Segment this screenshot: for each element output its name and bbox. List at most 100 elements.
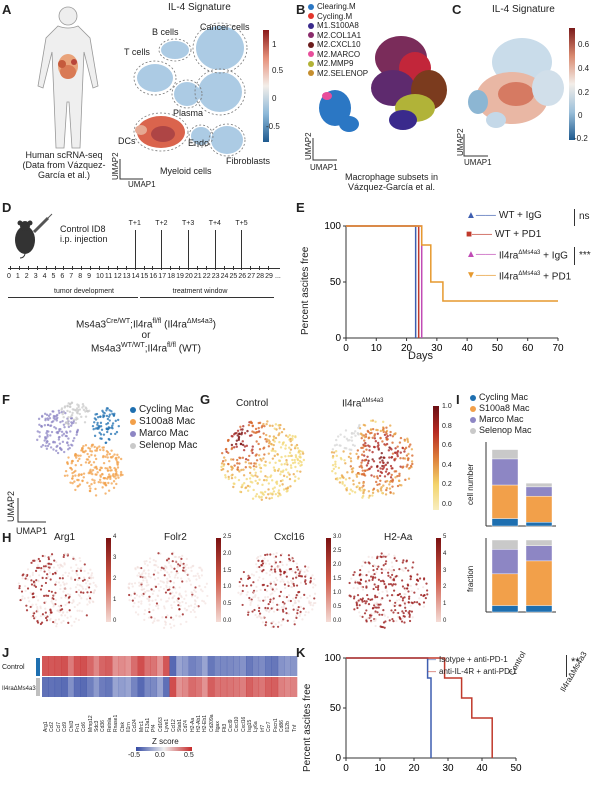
cell-point xyxy=(196,596,199,599)
cell-point xyxy=(251,610,254,613)
heatmap-cell xyxy=(163,656,170,676)
cell-point-s100a8 xyxy=(91,478,94,481)
cell-point xyxy=(260,459,263,462)
cell-point xyxy=(271,424,274,428)
heatmap-cell xyxy=(150,656,158,676)
cell-point xyxy=(251,424,254,428)
cell-point xyxy=(272,443,275,447)
cell-point xyxy=(268,440,271,444)
cell-point xyxy=(204,586,207,589)
cell-point xyxy=(178,555,181,559)
panel-label-j: J xyxy=(2,645,10,660)
cell-point xyxy=(248,471,252,475)
cell-point xyxy=(224,459,227,462)
day-tick-label: 1 xyxy=(15,273,20,280)
cell-point-s100a8 xyxy=(116,453,119,457)
panel-i-legend: Cycling Mac S100a8 Mac Marco Mac Selenop… xyxy=(470,392,532,436)
cell-point xyxy=(285,563,288,566)
heatmap-cell xyxy=(195,677,202,697)
cell-point xyxy=(69,566,73,569)
cell-point xyxy=(176,599,179,602)
heatmap-gene-label: Cd36 xyxy=(100,720,107,732)
cell-point xyxy=(386,437,389,441)
day-tick xyxy=(134,266,136,270)
cell-point xyxy=(279,580,282,583)
cell-point xyxy=(307,611,310,614)
cell-point xyxy=(261,570,264,573)
cell-point xyxy=(241,440,244,443)
cell-point xyxy=(284,487,288,490)
cell-point xyxy=(168,588,171,591)
cell-point xyxy=(348,448,351,451)
cell-point xyxy=(76,583,79,586)
cell-point xyxy=(258,565,261,569)
legend-label: Selenop Mac xyxy=(479,425,532,435)
cell-point xyxy=(294,454,298,457)
cell-point xyxy=(82,576,86,579)
cell-point xyxy=(387,583,391,586)
umap-axes xyxy=(17,498,46,523)
cell-point xyxy=(290,558,293,561)
cell-point xyxy=(280,561,283,564)
cell-point xyxy=(393,604,396,608)
series-line xyxy=(346,225,423,338)
cell-point xyxy=(130,594,133,597)
cell-point xyxy=(376,595,379,599)
heatmap-cell xyxy=(277,656,285,676)
cell-point xyxy=(181,554,184,557)
cell-point-marco xyxy=(58,442,62,445)
cell-point xyxy=(155,604,158,608)
cell-point xyxy=(264,596,267,599)
cell-point xyxy=(350,439,354,442)
cell-point xyxy=(277,467,281,471)
cell-point xyxy=(383,475,387,478)
cell-point-s100a8 xyxy=(81,450,85,454)
cell-point xyxy=(256,616,259,619)
cell-point xyxy=(140,593,143,596)
scale-tick: 4 xyxy=(443,550,447,557)
cell-point xyxy=(391,452,395,455)
cell-point xyxy=(388,446,391,449)
cell-point xyxy=(365,464,369,467)
cell-point-s100a8 xyxy=(109,466,112,470)
series-line xyxy=(346,225,558,302)
cell-point xyxy=(138,584,141,587)
cell-point-s100a8 xyxy=(73,480,76,483)
cell-point xyxy=(88,595,91,598)
cell-point xyxy=(287,471,290,474)
cell-point xyxy=(159,569,163,572)
heatmap-cell xyxy=(118,677,126,697)
cell-point xyxy=(80,597,83,600)
cell-point xyxy=(176,564,179,567)
cell-point-cycling xyxy=(114,432,117,436)
cell-point xyxy=(140,582,144,585)
cell-point xyxy=(262,583,266,586)
cell-point xyxy=(255,585,258,588)
cell-point xyxy=(257,555,260,559)
cell-point xyxy=(48,565,51,568)
cell-point xyxy=(47,558,51,561)
cell-point xyxy=(352,586,355,590)
cell-point xyxy=(140,585,143,588)
scale-tick: 1 xyxy=(272,40,277,49)
cell-point xyxy=(388,487,392,490)
day-tick xyxy=(170,266,172,270)
cell-point xyxy=(170,606,174,609)
cell-point xyxy=(407,597,411,600)
cell-point xyxy=(164,616,168,619)
heatmap-cell xyxy=(233,677,240,697)
cell-point xyxy=(413,591,416,594)
cell-point xyxy=(247,462,251,465)
cell-point xyxy=(299,453,302,456)
cell-point xyxy=(236,458,239,462)
cell-point xyxy=(390,594,394,597)
cell-point xyxy=(293,623,296,626)
cell-point xyxy=(248,599,251,602)
cell-point xyxy=(365,574,368,577)
cell-point xyxy=(394,447,397,450)
cell-point xyxy=(169,622,172,626)
cell-point xyxy=(286,619,289,622)
timepoint-line xyxy=(241,230,243,268)
cell-point xyxy=(358,604,361,607)
cell-point xyxy=(396,453,399,456)
